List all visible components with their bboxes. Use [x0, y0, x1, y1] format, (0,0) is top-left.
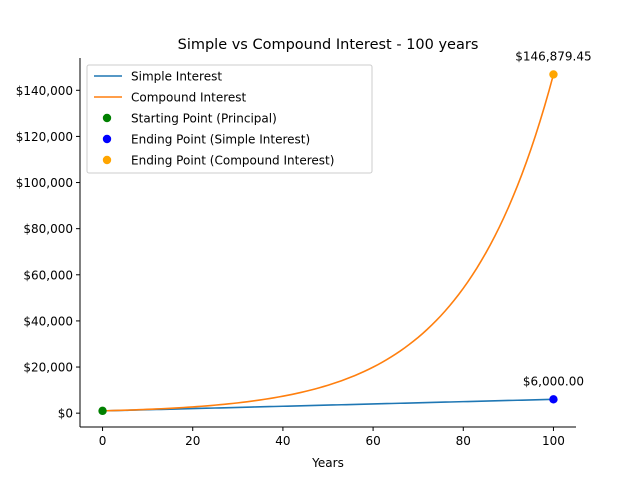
- legend-entry-label: Ending Point (Simple Interest): [131, 133, 310, 147]
- legend-entry-label: Compound Interest: [131, 91, 247, 105]
- legend-marker-swatch: [102, 113, 112, 123]
- points-layer: $6,000.00 $146,879.45: [98, 49, 592, 416]
- series-layer: [102, 74, 555, 412]
- x-tick-label: 0: [99, 434, 107, 448]
- y-tick-label: $20,000: [23, 361, 73, 375]
- data-point-label: $6,000.00: [523, 374, 584, 388]
- y-tick-label: $100,000: [16, 176, 73, 190]
- x-tick-label: 80: [456, 434, 471, 448]
- legend: Simple Interest Compound Interest Starting…: [86, 64, 373, 174]
- x-axis-label: Years: [311, 456, 344, 470]
- y-tick-label: $60,000: [23, 268, 73, 282]
- series-line-simple-interest: [102, 398, 554, 412]
- x-tick-label: 60: [365, 434, 380, 448]
- x-tick-label: 40: [275, 434, 290, 448]
- data-point-2: [549, 70, 558, 79]
- chart-title: Simple vs Compound Interest - 100 years: [178, 37, 479, 53]
- legend-entry-label: Simple Interest: [131, 70, 222, 84]
- legend-entry-label: Ending Point (Compound Interest): [131, 154, 334, 168]
- data-point-label: $146,879.45: [515, 49, 591, 63]
- y-tick-label: $0: [58, 407, 73, 421]
- y-tick-label: $120,000: [16, 130, 73, 144]
- legend-entry-label: Starting Point (Principal): [131, 112, 277, 126]
- data-point-1: [549, 395, 558, 404]
- data-point-0: [98, 406, 107, 416]
- y-tick-label: $140,000: [16, 84, 73, 98]
- x-tick-label: 100: [542, 434, 565, 448]
- legend-frame: [86, 64, 373, 174]
- legend-marker-swatch: [102, 155, 112, 165]
- x-tick-label: 20: [185, 434, 200, 448]
- axes: 0 20 40 60 80 100 $0 $20,000 $40,000 $60,000 $80,0…: [16, 58, 576, 448]
- legend-marker-swatch: [102, 134, 112, 144]
- y-tick-label: $80,000: [23, 222, 73, 236]
- y-tick-label: $40,000: [23, 314, 73, 328]
- series-line-compound-interest: [102, 74, 555, 412]
